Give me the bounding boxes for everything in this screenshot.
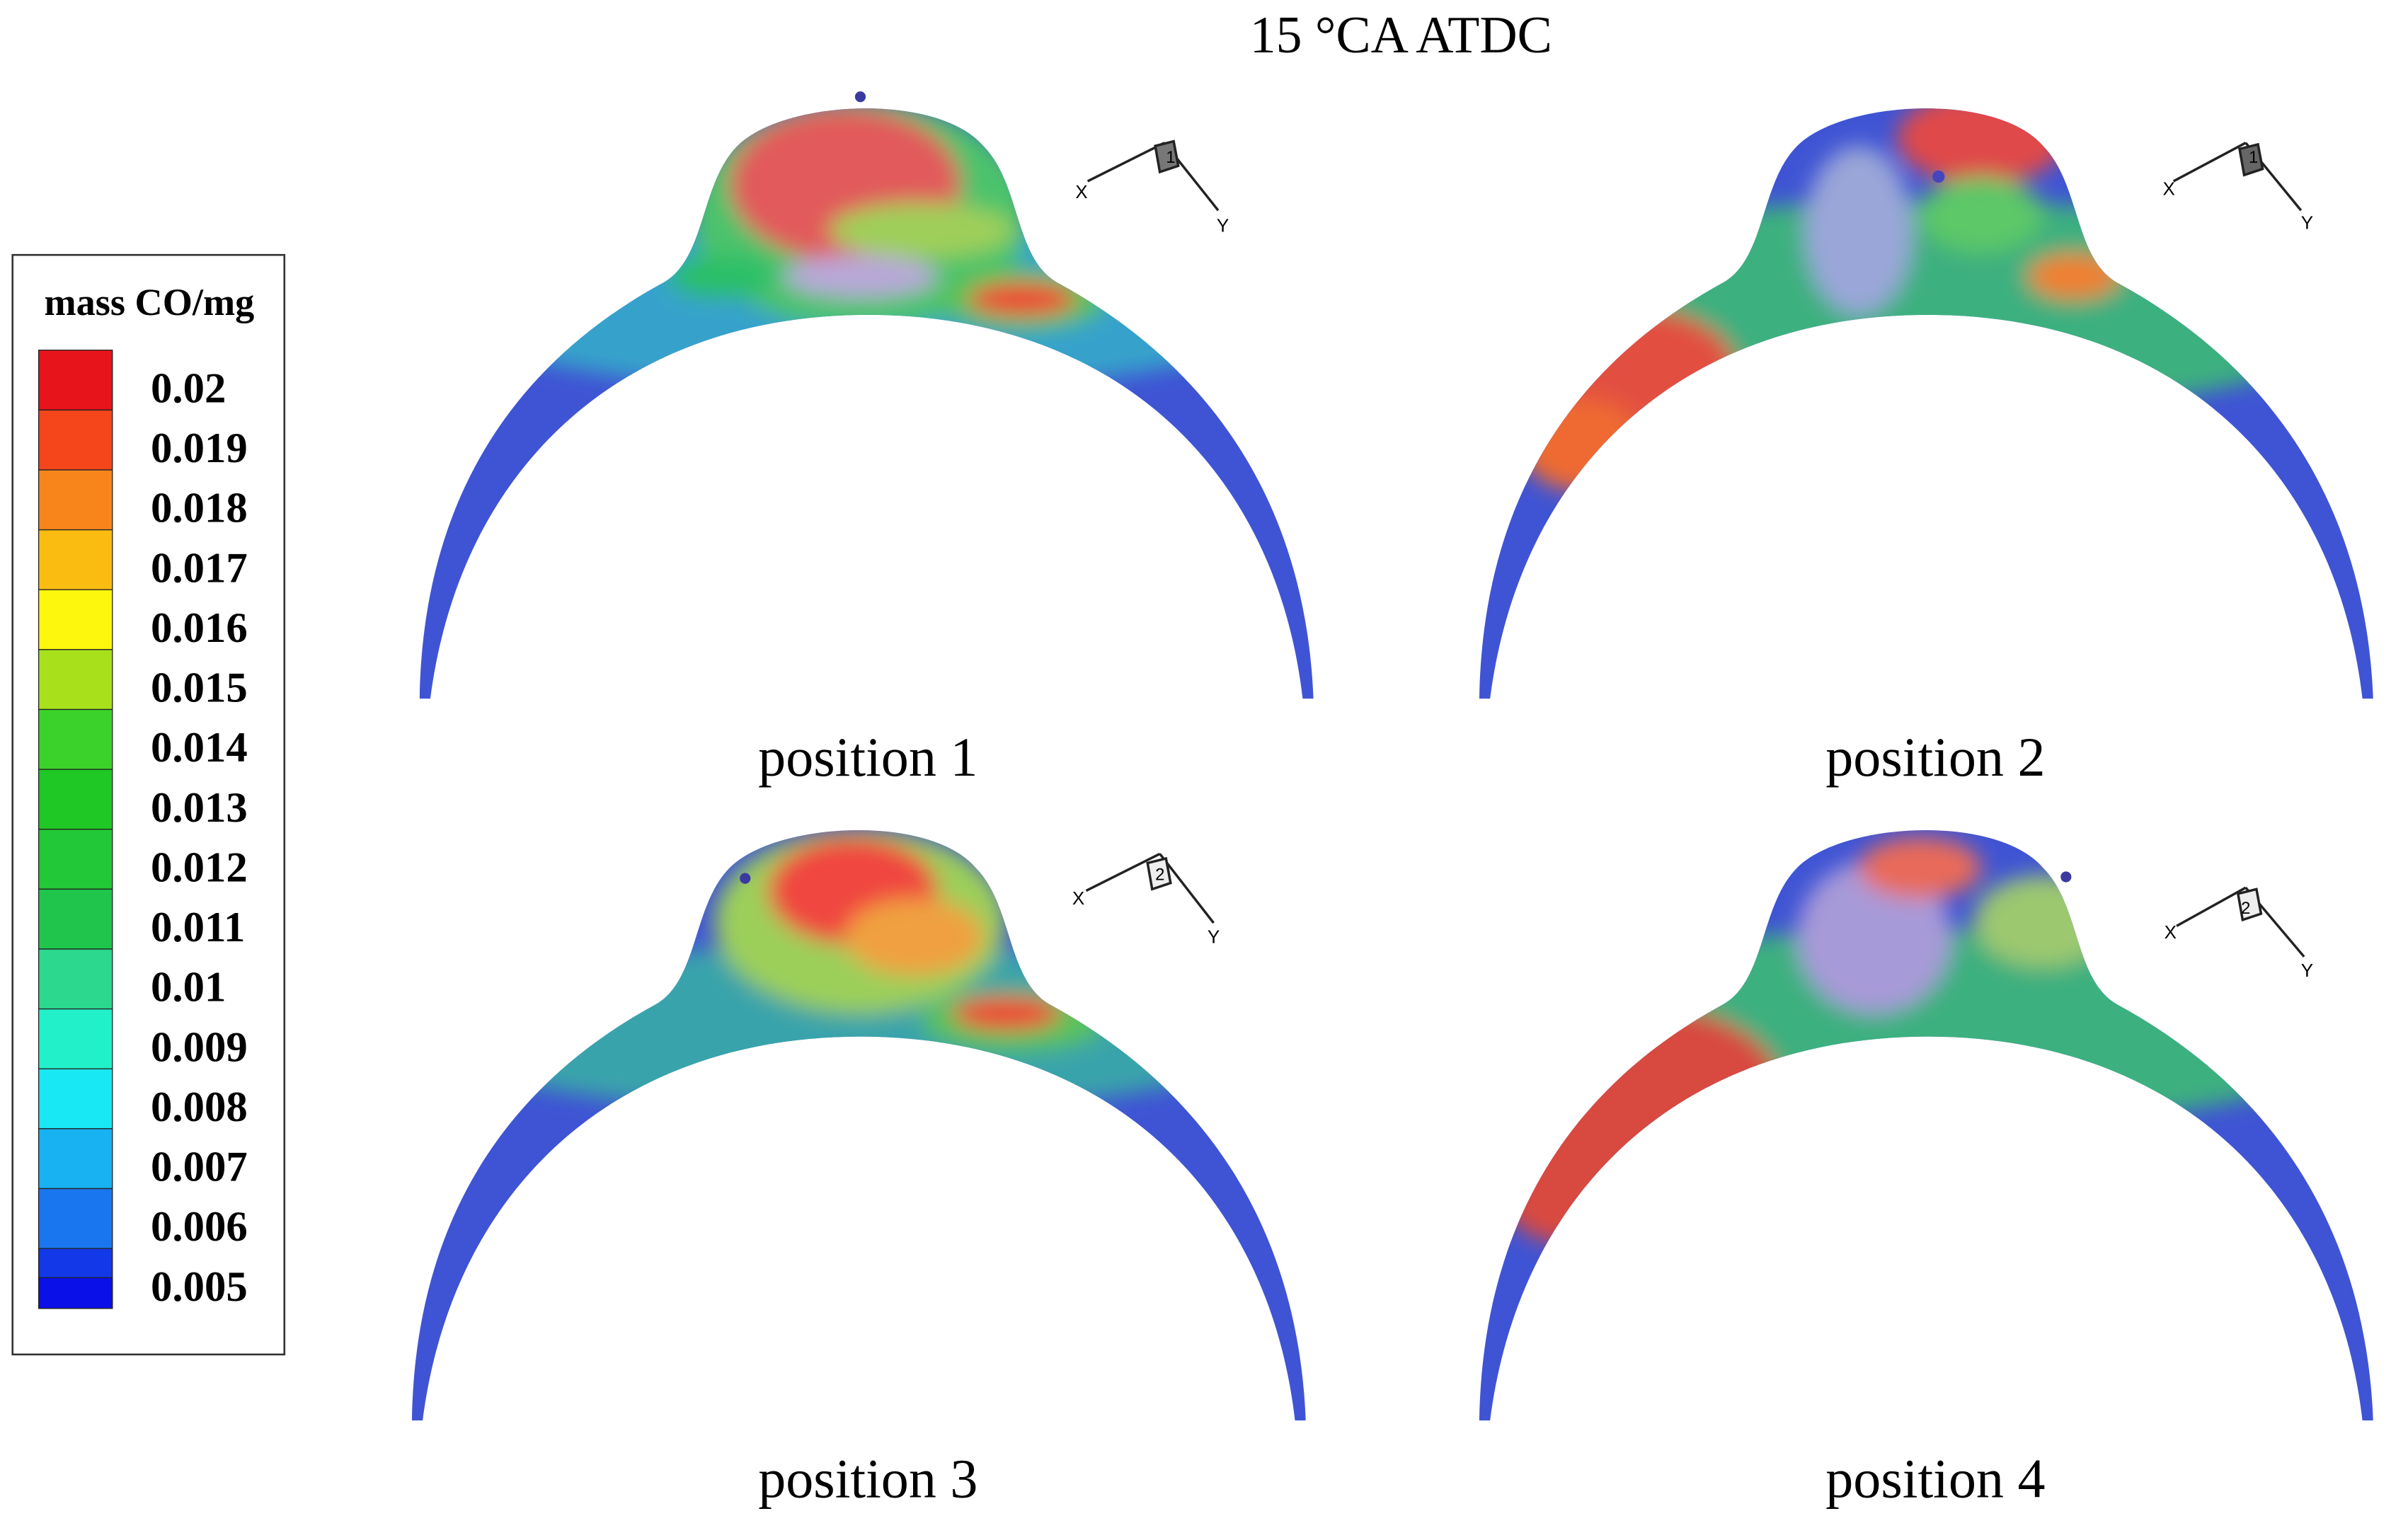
axis-label: Y: [2301, 212, 2313, 233]
legend-label: 0.017: [151, 544, 248, 592]
axis-label: 1: [1166, 148, 1175, 167]
panel: X Y 1 position 1: [419, 91, 1314, 788]
legend-label: 0.01: [151, 964, 226, 1011]
panel: X Y 2 position 3: [411, 829, 1306, 1510]
axis-triad: [1087, 139, 1220, 212]
swatch: [38, 1188, 113, 1249]
legend-label: 0.006: [151, 1203, 248, 1251]
swatch: [38, 708, 113, 770]
axis-label: 1: [2249, 148, 2258, 167]
panel-caption: position 4: [1825, 1448, 2045, 1510]
panel-caption: position 1: [758, 726, 977, 788]
swatch: [38, 888, 113, 950]
axis-triad: [2176, 886, 2305, 958]
legend-label: 0.014: [151, 724, 248, 771]
swatch: [38, 649, 113, 711]
legend-label: 0.019: [151, 425, 248, 472]
axis-label: Y: [1208, 926, 1220, 947]
axis-label: 2: [2241, 899, 2250, 918]
axis-triad: [2172, 142, 2303, 212]
legend-label: 0.008: [151, 1084, 248, 1131]
legend-label: 0.013: [151, 784, 248, 832]
axis-label: X: [2165, 921, 2177, 943]
panel-caption: position 3: [758, 1448, 977, 1510]
colorbar: [38, 350, 113, 1309]
swatch: [38, 769, 113, 830]
legend-label: 0.015: [151, 665, 248, 712]
legend-labels: 0.02 0.019 0.018 0.017 0.016 0.015 0.014 0.013 0…: [151, 365, 248, 1311]
swatch: [38, 829, 113, 890]
legend-label: 0.016: [151, 604, 248, 652]
legend-label: 0.02: [151, 365, 226, 413]
swatch: [38, 1068, 113, 1130]
swatch: [38, 948, 113, 1010]
contour: [419, 108, 1314, 699]
legend-title: mass CO/mg: [44, 281, 254, 323]
axis-label: X: [1075, 181, 1087, 202]
figure-title: 15 °CA ATDC: [1250, 6, 1552, 64]
panel: X Y 1 position 2: [1479, 108, 2373, 788]
contour: [1479, 108, 2373, 699]
axis-label: 2: [1155, 865, 1164, 884]
panels: X Y 1 position 1: [411, 91, 2373, 1510]
legend-label: 0.018: [151, 485, 248, 532]
swatch: [38, 529, 113, 590]
legend-label: 0.012: [151, 844, 248, 891]
axis-label: X: [2163, 178, 2175, 200]
panel: X Y 2 position 4: [1479, 829, 2373, 1510]
swatch: [38, 469, 113, 531]
legend-label: 0.009: [151, 1023, 248, 1071]
swatch: [38, 350, 113, 411]
axis-label: X: [1072, 887, 1084, 909]
legend-label: 0.011: [151, 904, 245, 951]
swatch: [38, 589, 113, 650]
panel-caption: position 2: [1825, 726, 2045, 788]
legend-label: 0.007: [151, 1144, 248, 1191]
axis-label: Y: [1217, 215, 1229, 236]
legend: mass CO/mg 0.02 0.019 0.018 0.017 0.016 0.015…: [11, 253, 286, 1356]
contour: [411, 829, 1306, 1421]
axis-label: Y: [2301, 960, 2313, 981]
swatch: [38, 1128, 113, 1190]
axis-triad: [1085, 852, 1215, 924]
swatch: [38, 1008, 113, 1069]
legend-label: 0.005: [151, 1263, 248, 1311]
swatch: [38, 409, 113, 471]
swatch: [38, 1277, 113, 1309]
